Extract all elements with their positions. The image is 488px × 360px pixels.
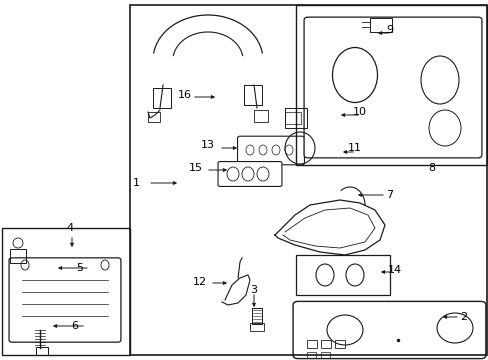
FancyBboxPatch shape: [218, 162, 282, 186]
Text: 1: 1: [132, 178, 139, 188]
Bar: [2, 228, 130, 355]
Bar: [10, 249, 26, 263]
Text: 2: 2: [460, 312, 467, 322]
FancyBboxPatch shape: [237, 136, 304, 165]
Bar: [295, 5, 486, 165]
Bar: [130, 5, 486, 355]
Text: 10: 10: [352, 107, 366, 117]
Text: 6: 6: [71, 321, 79, 331]
Text: 5: 5: [76, 263, 83, 273]
FancyBboxPatch shape: [304, 17, 481, 158]
Bar: [306, 352, 315, 358]
Bar: [253, 110, 267, 122]
Text: 9: 9: [386, 25, 393, 35]
Bar: [306, 340, 316, 348]
Text: 7: 7: [386, 190, 393, 200]
Bar: [251, 308, 262, 324]
Text: 3: 3: [250, 285, 257, 295]
Bar: [320, 352, 329, 358]
Text: 11: 11: [347, 143, 361, 153]
Bar: [153, 88, 171, 108]
Text: 8: 8: [427, 163, 435, 173]
Text: 12: 12: [193, 277, 206, 287]
Bar: [36, 347, 48, 355]
Bar: [249, 323, 264, 331]
Bar: [334, 340, 345, 348]
Text: 16: 16: [178, 90, 192, 100]
FancyBboxPatch shape: [9, 258, 121, 342]
Bar: [148, 112, 160, 122]
Bar: [320, 340, 330, 348]
Bar: [295, 255, 389, 295]
Text: 13: 13: [201, 140, 215, 150]
Bar: [369, 18, 391, 32]
Bar: [244, 85, 262, 105]
Text: 4: 4: [66, 223, 73, 233]
Text: 14: 14: [387, 265, 401, 275]
Bar: [285, 112, 301, 124]
Text: 15: 15: [189, 163, 203, 173]
Bar: [285, 108, 306, 128]
